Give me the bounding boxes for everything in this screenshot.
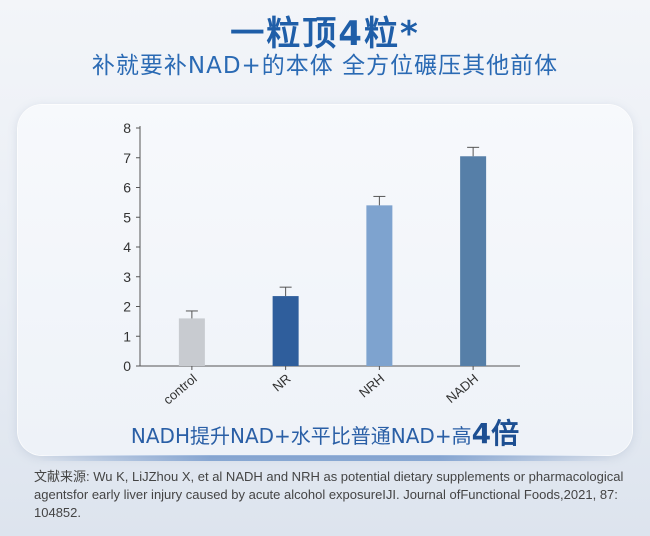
footnote-text: NADH提升NAD+水平比普通NAD+高 [130, 424, 472, 448]
y-tick-label: 5 [123, 209, 131, 225]
chart-footnote: NADH提升NAD+水平比普通NAD+高4倍 [0, 412, 650, 452]
y-tick-label: 7 [123, 150, 131, 166]
y-tick-label: 0 [123, 358, 131, 374]
x-tick-label: NR [270, 371, 294, 395]
bar-nrh [366, 205, 393, 366]
x-tick-label: NADH [443, 371, 481, 406]
y-tick-label: 2 [123, 299, 131, 315]
footnote-emphasis: 4倍 [471, 417, 520, 450]
bar-nr [272, 296, 299, 366]
x-tick-label: control [160, 371, 200, 408]
bar-nadh [460, 156, 487, 366]
subheadline: 补就要补NAD+的本体 全方位碾压其他前体 [91, 53, 559, 79]
x-tick-label: NRH [356, 371, 387, 401]
headline: 一粒顶4粒* [230, 14, 420, 54]
y-tick-label: 8 [123, 120, 131, 136]
y-tick-label: 3 [123, 269, 131, 285]
y-tick-label: 6 [123, 180, 131, 196]
chart-card [18, 105, 632, 461]
y-tick-label: 4 [123, 239, 131, 255]
y-tick-label: 1 [123, 328, 131, 344]
bar-control [178, 318, 205, 366]
reference-citation: 文献来源: Wu K, LiJZhou X, et al NADH and NR… [34, 469, 624, 520]
